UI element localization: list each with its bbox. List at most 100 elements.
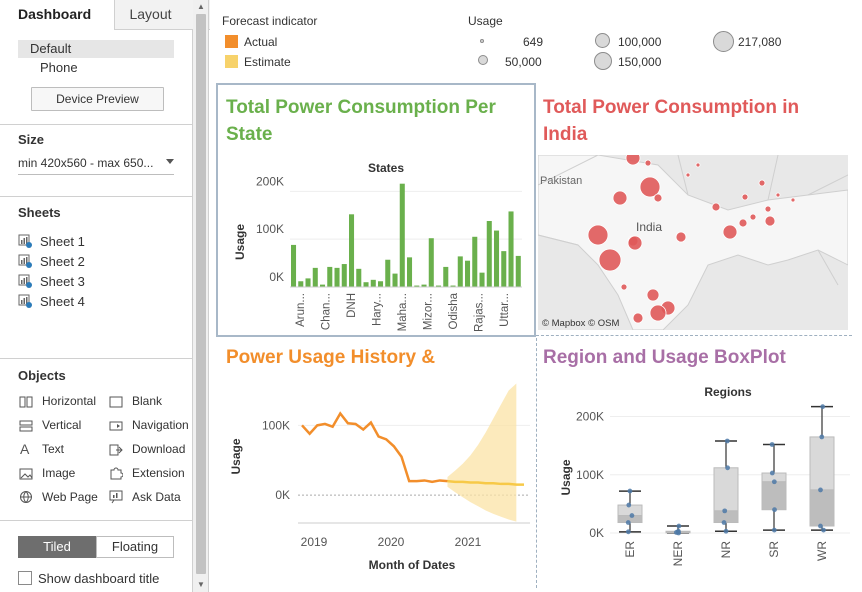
map-label-pakistan: Pakistan [540, 175, 582, 187]
y-tick-label: 100K [256, 222, 284, 236]
y-tick-label: 200K [256, 174, 284, 188]
state-bar [487, 221, 492, 287]
size-section-title: Size [18, 132, 44, 147]
state-bar [385, 260, 390, 287]
sheet-icon [18, 234, 32, 248]
divider [0, 124, 193, 125]
divider [0, 520, 193, 521]
tiled-toggle[interactable]: Tiled [18, 536, 96, 558]
object-item[interactable]: Navigation [108, 416, 189, 434]
region-boxplot[interactable]: Regions Usage 0K 100K 200K ER NER NR SR WR [538, 380, 854, 585]
state-bar [356, 269, 361, 287]
scroll-thumb[interactable] [196, 14, 206, 574]
data-point [722, 520, 727, 525]
x-tick-label: Mizor... [423, 293, 435, 330]
size-dropdown[interactable]: min 420x560 - max 650... [18, 153, 174, 175]
tab-layout[interactable]: Layout [114, 0, 186, 30]
sheet-label: Sheet 2 [40, 254, 85, 269]
data-point [770, 442, 775, 447]
state-chart-title: Total Power Consumption Per State [226, 94, 526, 148]
object-item[interactable]: Image [18, 464, 75, 482]
state-bar [371, 280, 376, 287]
x-tick-label: SR [767, 541, 781, 558]
sheet-label: Sheet 1 [40, 234, 85, 249]
usage-history-chart[interactable]: 0K 100K Usage 2019 2020 2021 Month of Dates [218, 375, 534, 585]
object-item[interactable]: Vertical [18, 416, 81, 434]
state-bar [443, 267, 448, 287]
sheet-item[interactable]: Sheet 4 [18, 293, 85, 311]
state-bubble [742, 194, 748, 200]
device-preview-button[interactable]: Device Preview [31, 87, 164, 111]
sheet-item[interactable]: Sheet 3 [18, 273, 85, 291]
object-item[interactable]: Extension [108, 464, 185, 482]
panel-scrollbar[interactable]: ▲ ▼ [193, 0, 209, 592]
line-y-axis-label: Usage [229, 438, 243, 474]
device-default[interactable]: Default [18, 40, 174, 58]
y-tick-label: 0K [269, 270, 284, 284]
object-item[interactable]: Blank [108, 392, 162, 410]
object-label: Download [132, 442, 185, 456]
y-tick-label: 0K [589, 526, 604, 540]
x-tick-label: Uttar... [499, 293, 511, 327]
data-point [818, 524, 823, 529]
usage-size-circle [594, 52, 612, 70]
history-chart-title: Power Usage History & [226, 344, 526, 371]
state-bubble [791, 198, 795, 202]
x-tick-label: 2021 [455, 535, 482, 549]
floating-toggle[interactable]: Floating [96, 536, 174, 558]
state-bubble [613, 191, 627, 205]
show-dashboard-title-checkbox[interactable]: Show dashboard title [18, 571, 159, 587]
legend-swatch-estimate [225, 55, 238, 68]
usage-legend-value: 150,000 [618, 55, 661, 69]
state-bubble [633, 313, 643, 323]
state-bar [509, 211, 514, 287]
state-bar [400, 184, 405, 287]
india-map-title: Total Power Consumption in India [543, 94, 843, 148]
object-item[interactable]: Horizontal [18, 392, 96, 410]
line-x-axis-label: Month of Dates [369, 558, 456, 572]
boxplot-y-axis-label: Usage [559, 459, 573, 495]
usage-legend-value: 649 [523, 35, 543, 49]
state-bar-chart[interactable]: States Usage 0K 100K 200K Arun... Chan... DNH Ha… [218, 155, 534, 335]
box-lower [762, 482, 786, 510]
actual-line [302, 413, 447, 481]
usage-size-circle [478, 55, 488, 65]
state-bubble [647, 289, 659, 301]
extension-icon [108, 466, 124, 480]
box-lower [810, 490, 834, 526]
sheet-item[interactable]: Sheet 1 [18, 233, 85, 251]
state-bar [335, 268, 340, 287]
sheet-item[interactable]: Sheet 2 [18, 253, 85, 271]
tab-dashboard[interactable]: Dashboard [0, 0, 114, 30]
object-label: Navigation [132, 418, 189, 432]
bar-chart-header: States [368, 161, 404, 175]
map-label-india: India [636, 220, 662, 234]
state-bubble [750, 214, 756, 220]
data-point [628, 489, 633, 494]
divider [0, 196, 193, 197]
india-bubble-map[interactable]: Pakistan India © Mapbox © OSM [538, 155, 848, 330]
device-phone[interactable]: Phone [40, 59, 78, 77]
scroll-down-icon[interactable]: ▼ [193, 580, 209, 589]
dashboard-canvas: Forecast indicator Actual Estimate Usage… [210, 0, 862, 592]
x-tick-label: Hary... [372, 293, 384, 326]
y-tick-label: 0K [275, 488, 290, 502]
state-bubble [654, 194, 662, 202]
object-item[interactable]: A Text [18, 440, 64, 458]
object-item[interactable]: Download [108, 440, 185, 458]
object-item[interactable]: Ask Data [108, 488, 181, 506]
state-bubble [621, 284, 627, 290]
scroll-up-icon[interactable]: ▲ [193, 2, 209, 11]
state-bar [291, 245, 296, 287]
box-upper [714, 468, 738, 511]
state-bubble [686, 173, 690, 177]
panel-tabs: Dashboard Layout ‹ [0, 0, 210, 30]
state-bubble [765, 216, 775, 226]
object-item[interactable]: Web Page [18, 488, 98, 506]
state-bubble [599, 249, 621, 271]
state-bubble [628, 236, 642, 250]
data-point [626, 503, 631, 508]
usage-legend-value: 50,000 [505, 55, 542, 69]
vertical-container-icon [18, 419, 34, 433]
state-bar [494, 231, 499, 287]
